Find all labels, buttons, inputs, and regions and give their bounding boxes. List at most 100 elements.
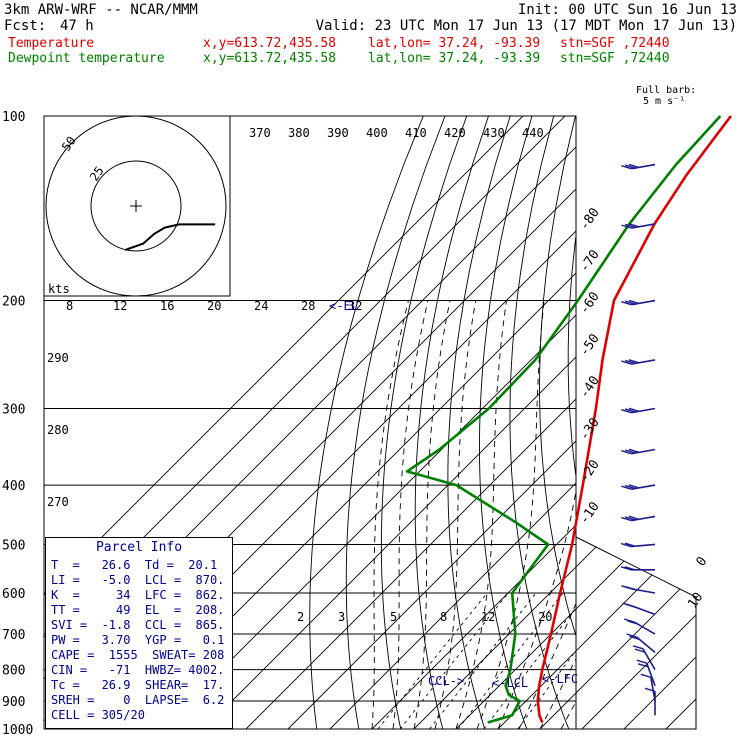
pressure-tick-label: 1000 xyxy=(2,723,33,738)
hodograph-units-label: kts xyxy=(48,282,70,296)
pressure-tick-label: 500 xyxy=(2,538,25,553)
pressure-tick-label: 200 xyxy=(2,295,25,310)
dry-adiabat-line xyxy=(479,116,533,729)
wind-barb-flag xyxy=(627,620,638,625)
wind-barbs xyxy=(620,163,656,716)
wind-barb-flag xyxy=(621,165,632,170)
isotherm-label: -30 xyxy=(577,415,603,443)
dry-adiabat-line xyxy=(309,116,424,729)
wind-barb-flag xyxy=(620,542,632,548)
theta-label: 380 xyxy=(288,126,310,140)
wind-barb-flag xyxy=(624,408,636,413)
wind-barb-flag xyxy=(624,566,636,571)
wind-barb xyxy=(640,673,656,702)
mixing-ratio-line xyxy=(517,649,576,729)
wind-barb-flag xyxy=(624,542,636,547)
wind-barb xyxy=(636,659,656,687)
theta-label: 370 xyxy=(249,126,271,140)
legend-temperature-latlon: lat,lon= 37.24, -93.39 xyxy=(368,36,541,51)
moist-adiabat-line xyxy=(413,300,451,729)
parcel-row: LI = -5.0 LCL = 870. xyxy=(51,573,225,587)
theta-label: 430 xyxy=(483,126,505,140)
profile-lines xyxy=(124,115,732,724)
pressure-tick-label: 900 xyxy=(2,695,25,710)
dewpoint-line xyxy=(405,115,722,724)
moist-adiabat-line xyxy=(371,300,409,729)
hodograph-ring-label: 50 xyxy=(59,134,79,154)
wind-barb-flag xyxy=(624,164,636,169)
legend-temperature-station: stn=SGF ,72440 xyxy=(560,36,670,51)
wind-barb-staff xyxy=(631,588,656,594)
isotherm-label: 0 xyxy=(694,554,711,569)
wind-barb xyxy=(620,542,656,548)
wind-barb-staff xyxy=(631,223,656,229)
speed-axis-label: 20 xyxy=(207,299,221,313)
wind-barb xyxy=(626,633,656,654)
theta-label: 390 xyxy=(327,126,349,140)
wind-barb xyxy=(622,602,656,616)
mixing-ratio-label: 20 xyxy=(538,610,552,624)
mixing-ratio-line xyxy=(429,592,537,729)
wind-barb-staff xyxy=(632,605,656,616)
wind-barb-flag xyxy=(621,408,632,414)
wind-barb-flag xyxy=(628,223,640,228)
temperature-line xyxy=(536,115,732,723)
background-lines xyxy=(43,115,737,730)
pressure-tick-label: 300 xyxy=(2,402,25,417)
isotherm-line xyxy=(497,116,696,729)
wind-barb-staff xyxy=(636,636,656,654)
wind-barb-staff xyxy=(631,359,656,365)
ext-border xyxy=(575,536,697,730)
model-title: 3km ARW-WRF -- NCAR/MMM xyxy=(4,2,198,18)
dry-adiabat-line xyxy=(623,116,737,729)
speed-axis-label: 12 xyxy=(113,299,127,313)
parcel-info-title: Parcel Info xyxy=(95,540,183,555)
wind-barb-staff xyxy=(631,299,656,306)
parcel-row: PW = 3.70 YGP = 0.1 xyxy=(51,633,225,647)
isotherm-line xyxy=(413,116,696,729)
moist-adiabat-line xyxy=(539,657,576,729)
wind-barb-flag xyxy=(624,223,636,229)
pressure-tick-label: 700 xyxy=(2,628,25,643)
mixing-ratio-line xyxy=(457,592,564,729)
forecast-hours: 47 h xyxy=(60,18,94,34)
el-marker: <-EL xyxy=(329,299,358,313)
isotherm-line xyxy=(44,116,524,729)
theta-label: 440 xyxy=(522,126,544,140)
moist-adiabat-line xyxy=(455,300,507,729)
wind-barb-flag xyxy=(628,359,640,364)
dry-adiabat-line xyxy=(414,116,489,729)
wind-barb-staff xyxy=(631,543,656,548)
wind-barb-flag xyxy=(629,635,640,641)
wind-barb-staff xyxy=(650,677,656,702)
wind-barb xyxy=(621,299,656,306)
wind-barb-flag xyxy=(621,516,632,522)
valid-time: Valid: 23 UTC Mon 17 Jun 13 (17 MDT Mon … xyxy=(315,18,737,34)
wind-barb-flag xyxy=(624,618,635,623)
parcel-info-panel: Parcel Info T = 26.6 Td = 20.1 LI = -5.0… xyxy=(45,537,233,729)
wind-barb-flag xyxy=(632,645,644,650)
wind-barb xyxy=(624,618,656,635)
barb-legend-label: Full barb: xyxy=(636,85,696,96)
isotherm-label: -80 xyxy=(577,205,603,233)
isotherm-line xyxy=(203,116,696,729)
hodograph-ring xyxy=(90,160,182,252)
wind-barb-flag xyxy=(621,450,632,455)
theta-label: 290 xyxy=(47,351,69,365)
hodograph-ring-label: 25 xyxy=(87,164,107,184)
wind-barb-flag xyxy=(628,163,640,169)
parcel-row: TT = 49 EL = 208. xyxy=(51,603,225,617)
moist-adiabat-line xyxy=(476,300,545,729)
wind-barb xyxy=(632,645,656,670)
pressure-tick-label: 800 xyxy=(2,664,25,679)
dry-adiabat-line xyxy=(596,116,695,729)
wind-barb-flag xyxy=(624,516,636,521)
speed-axis-label: 24 xyxy=(254,299,268,313)
isotherm-line xyxy=(161,116,696,729)
theta-label: 400 xyxy=(366,126,388,140)
dry-adiabat-line xyxy=(380,116,468,729)
speed-axis-label: 16 xyxy=(160,299,174,313)
wind-barb xyxy=(621,585,656,594)
